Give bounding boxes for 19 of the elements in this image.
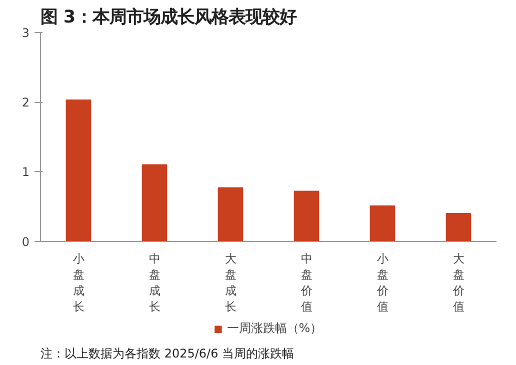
y-tick-label: 1 [22, 165, 30, 180]
x-tick-label: 小盘价值 [376, 251, 388, 314]
y-tick-label: 3 [22, 26, 30, 40]
x-tick-label: 大盘成长 [225, 251, 236, 314]
bar [66, 100, 92, 242]
chart-title: 图 3：本周市场成长风格表现较好 [40, 8, 297, 28]
bar [294, 190, 320, 242]
bar [446, 213, 472, 242]
y-tick-label: 2 [22, 96, 30, 110]
legend-label: 一周涨跌幅（%） [226, 320, 322, 337]
x-tick-label: 中盘价值 [300, 251, 312, 314]
bar [142, 164, 168, 242]
bar [370, 205, 396, 242]
bar [218, 187, 244, 242]
y-tick-label: 0 [22, 234, 30, 249]
x-tick-label: 大盘价值 [452, 251, 464, 314]
text: 注：以上数据为各指数 2025/6/6 当周的涨跌幅 [40, 346, 294, 360]
x-tick-label: 小盘成长 [73, 251, 84, 314]
x-tick-label: 中盘成长 [149, 251, 160, 314]
